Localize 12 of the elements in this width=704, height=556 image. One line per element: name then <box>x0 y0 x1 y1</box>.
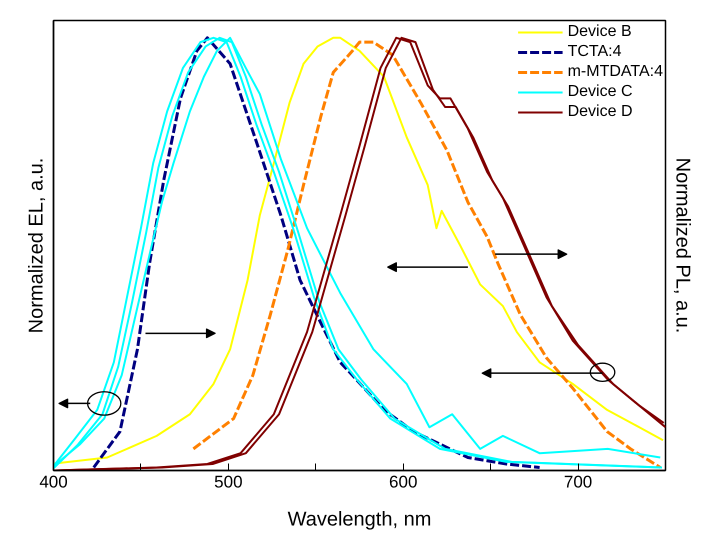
legend-label: Device B <box>568 23 632 41</box>
y2-axis-title: Normalized PL, a.u. <box>672 158 694 334</box>
legend-label: m-MTDATA:4 <box>568 63 663 81</box>
legend-label: Device C <box>568 83 632 101</box>
x-tick-label: 600 <box>389 472 418 492</box>
legend-label: TCTA:4 <box>568 43 622 61</box>
x-tick-label: 700 <box>564 472 592 492</box>
x-axis-title: Wavelength, nm <box>288 508 432 530</box>
y-axis-title: Normalized EL, a.u. <box>26 158 48 334</box>
x-tick-label: 500 <box>214 472 243 492</box>
legend-label: Device D <box>568 103 632 121</box>
x-tick-label: 400 <box>39 472 68 492</box>
